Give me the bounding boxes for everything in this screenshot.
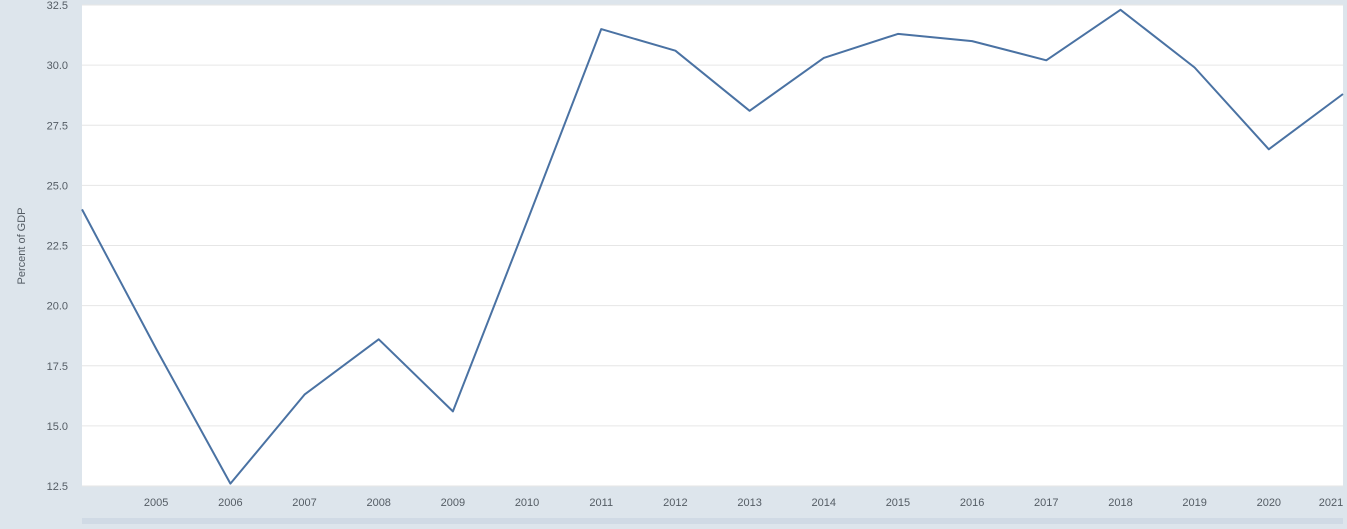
x-tick-label: 2011 [589,497,613,509]
y-tick-label: 20.0 [47,301,68,313]
y-tick-labels: 12.5 15.0 17.5 20.0 22.5 25.0 27.5 30.0 32.5 [47,0,68,493]
x-tick-label: 2010 [515,497,539,509]
y-tick-label: 30.0 [47,60,68,72]
x-tick-label: 2018 [1108,497,1132,509]
x-tick-label: 2009 [441,497,465,509]
y-axis-title: Percent of GDP [16,207,28,284]
x-tick-label: 2016 [960,497,984,509]
x-tick-label: 2014 [812,497,836,509]
y-tick-label: 25.0 [47,180,68,192]
x-tick-label: 2021 [1319,497,1343,509]
x-tick-label: 2007 [292,497,316,509]
y-tick-label: 12.5 [47,481,68,493]
x-tick-label: 2013 [737,497,761,509]
x-tick-label: 2012 [663,497,687,509]
x-tick-labels: 2005 2006 2007 2008 2009 2010 2011 2012 2013 2014… [144,497,1343,509]
y-tick-label: 27.5 [47,120,68,132]
y-tick-label: 15.0 [47,421,68,433]
x-tick-label: 2006 [218,497,242,509]
x-tick-label: 2019 [1182,497,1206,509]
x-tick-label: 2020 [1257,497,1281,509]
grid-lines [82,4,1343,487]
x-tick-label: 2008 [366,497,390,509]
x-tick-label: 2017 [1034,497,1058,509]
series-line [81,8,1344,485]
x-tick-label: 2015 [886,497,910,509]
y-tick-label: 22.5 [47,241,68,253]
navigator-bar[interactable] [82,518,1343,524]
y-tick-label: 32.5 [47,0,68,12]
y-tick-label: 17.5 [47,361,68,373]
x-tick-label: 2005 [144,497,168,509]
